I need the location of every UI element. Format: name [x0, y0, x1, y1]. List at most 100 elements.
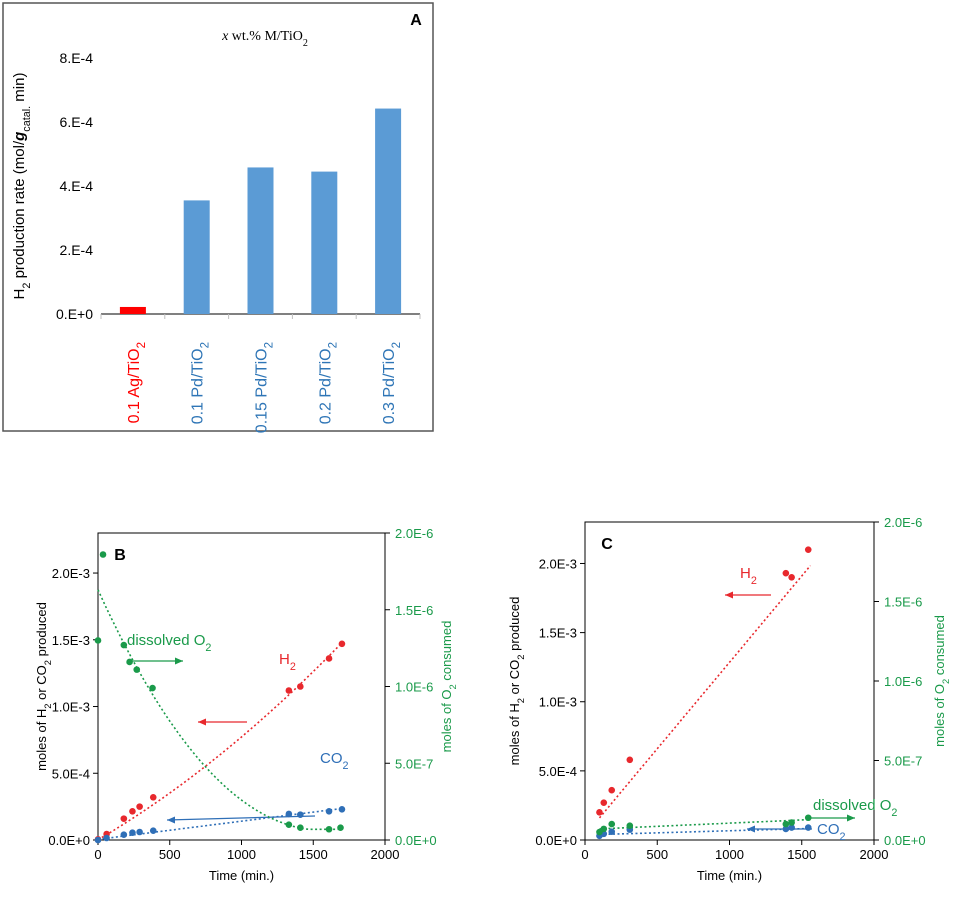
- yl-d: 2: [516, 654, 526, 659]
- title-rest: wt.% M/TiO: [228, 29, 303, 44]
- x-tick-label: 500: [159, 847, 181, 862]
- panel-c-scatter-chart: C 0 500 1000 1500 2000 Time (min.) 0.0E+0 5.0E-4…: [507, 515, 951, 883]
- y-left-tick-label: 2.0E-3: [52, 566, 90, 581]
- panel-a-letter: A: [410, 12, 422, 29]
- panel-b-scatter-chart: B 0 500 1000 1500 2000 Time (min.) 0.0E+0 5.0E-4…: [34, 526, 458, 883]
- series-o2-sub: 2: [891, 807, 897, 819]
- x-tick-label: 1500: [787, 847, 816, 862]
- yr-b: 2: [448, 684, 458, 689]
- x-axis-label: Time (min.): [697, 868, 762, 883]
- y-tick-label: 2.E-4: [60, 242, 94, 258]
- panel-letter: C: [601, 536, 613, 553]
- category-sub: 2: [264, 342, 276, 348]
- x-tick-label: 0: [581, 847, 588, 862]
- series-arrowhead-o2: [847, 814, 855, 822]
- yr-b: 2: [941, 679, 951, 684]
- data-point-o2: [126, 658, 133, 666]
- yr-c: consumed: [932, 615, 947, 679]
- trendline-o2: [97, 589, 342, 831]
- x-axis-label: Time (min.): [209, 868, 274, 883]
- series-arrowhead-co2: [167, 816, 175, 824]
- yl-e: produced: [507, 597, 522, 655]
- data-point-h2: [325, 655, 333, 662]
- x-tick-label: 500: [646, 847, 668, 862]
- y-right-tick-label: 1.0E-6: [395, 680, 433, 695]
- series-h2-main: H: [740, 565, 751, 582]
- yl-g: g: [11, 132, 28, 142]
- data-point-h2: [626, 756, 634, 764]
- data-point-co2: [338, 806, 346, 813]
- series-label-o2: dissolved O2: [127, 632, 211, 654]
- data-point-h2: [120, 815, 128, 822]
- y-right-tick-label: 5.0E-7: [395, 756, 433, 771]
- y-right-axis-label: moles of O2 consumed: [932, 615, 951, 747]
- data-point-h2: [297, 683, 304, 690]
- y-left-tick-label: 1.0E-3: [539, 695, 577, 710]
- bar-4: [375, 108, 402, 314]
- x-tick-label: 0: [94, 847, 101, 862]
- panel-letter: B: [114, 547, 126, 564]
- yl-a: moles of H: [507, 703, 522, 765]
- yl-e: produced: [34, 602, 49, 660]
- y-tick-label: 6.E-4: [60, 114, 94, 130]
- title-x: x: [221, 29, 229, 44]
- category-label: 0.1 Pd/TiO2: [190, 342, 212, 424]
- x-tick-label: 1000: [227, 847, 256, 862]
- y-left-tick-label: 1.5E-3: [539, 626, 577, 641]
- data-point-h2: [782, 569, 790, 577]
- category-sub: 2: [391, 342, 403, 348]
- y-left-tick-label: 1.5E-3: [52, 633, 90, 648]
- data-point-o2: [788, 819, 795, 826]
- trendline-h2: [598, 565, 812, 819]
- x-tick-label: 1000: [715, 847, 744, 862]
- category-main: 0.3 Pd/TiO: [381, 348, 398, 424]
- y-left-axis-label: moles of H2 or CO2 produced: [34, 602, 53, 771]
- category-main: 0.1 Ag/TiO: [126, 348, 143, 423]
- panel-a-bar-chart: Ax wt.% M/TiO20.E+02.E-44.E-46.E-48.E-40…: [2, 2, 434, 433]
- y-right-tick-label: 5.0E-7: [884, 754, 922, 769]
- title-sub: 2: [303, 38, 308, 49]
- series-h2-sub: 2: [290, 661, 296, 673]
- y-right-tick-label: 0.0E+0: [395, 833, 437, 848]
- yl-b: 2: [516, 698, 526, 703]
- data-point-co2: [804, 824, 812, 831]
- series-label-h2: H2: [740, 565, 757, 587]
- data-point-co2: [285, 810, 293, 818]
- category-main: 0.2 Pd/TiO: [317, 348, 334, 424]
- plot-frame: [584, 521, 875, 841]
- series-label-co2: CO2: [817, 821, 846, 843]
- yl-sub1: 2: [21, 283, 33, 289]
- category-main: 0.1 Pd/TiO: [190, 348, 207, 424]
- category-label: 0.3 Pd/TiO2: [381, 342, 403, 424]
- data-point-h2: [596, 809, 603, 816]
- category-label: 0.1 Ag/TiO2: [126, 342, 148, 423]
- panel-a-title: x wt.% M/TiO2: [221, 29, 308, 49]
- bar-0: [119, 306, 146, 314]
- data-point-o2: [285, 821, 293, 828]
- yl-b: 2: [43, 703, 53, 708]
- y-left-tick-label: 5.0E-4: [539, 764, 577, 779]
- data-point-co2: [325, 808, 333, 815]
- yr-a: moles of O: [439, 689, 454, 752]
- y-right-tick-label: 1.5E-6: [395, 603, 433, 618]
- yl-h: H: [11, 289, 28, 300]
- data-point-o2: [626, 822, 634, 829]
- data-point-h2: [136, 803, 143, 810]
- data-point-o2: [608, 820, 616, 828]
- x-tick-label: 2000: [860, 847, 889, 862]
- series-co2-sub: 2: [343, 760, 349, 772]
- y-tick-label: 8.E-4: [60, 50, 94, 66]
- series-arrowhead-h2: [725, 591, 733, 599]
- data-point-h2: [600, 799, 608, 806]
- data-point-co2: [149, 827, 157, 834]
- panel-a-y-axis-label: H2 production rate (mol/gcatal. min): [11, 73, 33, 300]
- y-right-tick-label: 0.0E+0: [884, 833, 926, 848]
- series-o2-main: dissolved O: [813, 797, 891, 814]
- data-point-o2: [297, 824, 304, 832]
- plot-frame: [97, 532, 386, 841]
- data-point-o2: [133, 666, 141, 673]
- data-point-h2: [338, 640, 346, 648]
- series-o2-main: dissolved O: [127, 632, 205, 649]
- data-point-h2: [149, 793, 157, 801]
